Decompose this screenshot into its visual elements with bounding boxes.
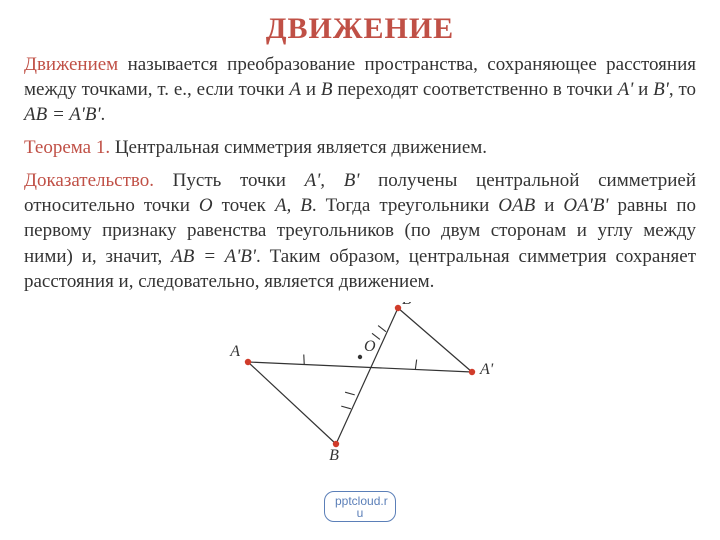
svg-text:A': A': [479, 361, 494, 378]
pptcloud-line2: u: [357, 506, 364, 520]
pptcloud-badge[interactable]: pptcloud.r u: [324, 491, 396, 522]
definition-text-3: , то: [669, 79, 696, 100]
proof-O: O: [199, 195, 213, 216]
page-title: ДВИЖЕНИЕ: [24, 12, 696, 46]
proof-t1: Пусть точки: [154, 170, 305, 191]
proof-lead: Доказательство.: [24, 170, 154, 191]
proof-t3: точек: [213, 195, 275, 216]
definition-paragraph: Движением называется преобразование прос…: [24, 52, 696, 127]
theorem-text: Центральная симметрия является движением…: [110, 137, 487, 158]
geometry-figure: A A' B B' O: [210, 302, 510, 462]
proof-ApBp: A', B': [305, 170, 360, 191]
proof-and: и: [535, 195, 563, 216]
proof-t4: . Тогда треугольники: [312, 195, 498, 216]
svg-text:O: O: [364, 338, 376, 355]
definition-eq: AB = A'B': [24, 104, 101, 125]
theorem-lead: Теорема 1.: [24, 137, 110, 158]
definition-and: и: [301, 79, 321, 100]
svg-text:B': B': [402, 302, 416, 308]
proof-OApBp: OA'B': [563, 195, 608, 216]
definition-Ap: A': [618, 79, 634, 100]
definition-period: .: [101, 104, 106, 125]
svg-text:B: B: [329, 447, 339, 462]
proof-OAB: OAB: [498, 195, 535, 216]
theorem-paragraph: Теорема 1. Центральная симметрия являетс…: [24, 135, 696, 160]
proof-eq: AB = A'B': [171, 246, 256, 267]
definition-text-2: переходят соответственно в точки: [332, 79, 617, 100]
svg-text:A: A: [229, 343, 240, 360]
definition-lead: Движением: [24, 54, 118, 75]
proof-AB: A, B: [275, 195, 312, 216]
definition-A: A: [289, 79, 301, 100]
definition-Bp: B': [653, 79, 669, 100]
definition-and-2: и: [633, 79, 653, 100]
proof-paragraph: Доказательство. Пусть точки A', B' получ…: [24, 168, 696, 293]
definition-B: B: [321, 79, 333, 100]
